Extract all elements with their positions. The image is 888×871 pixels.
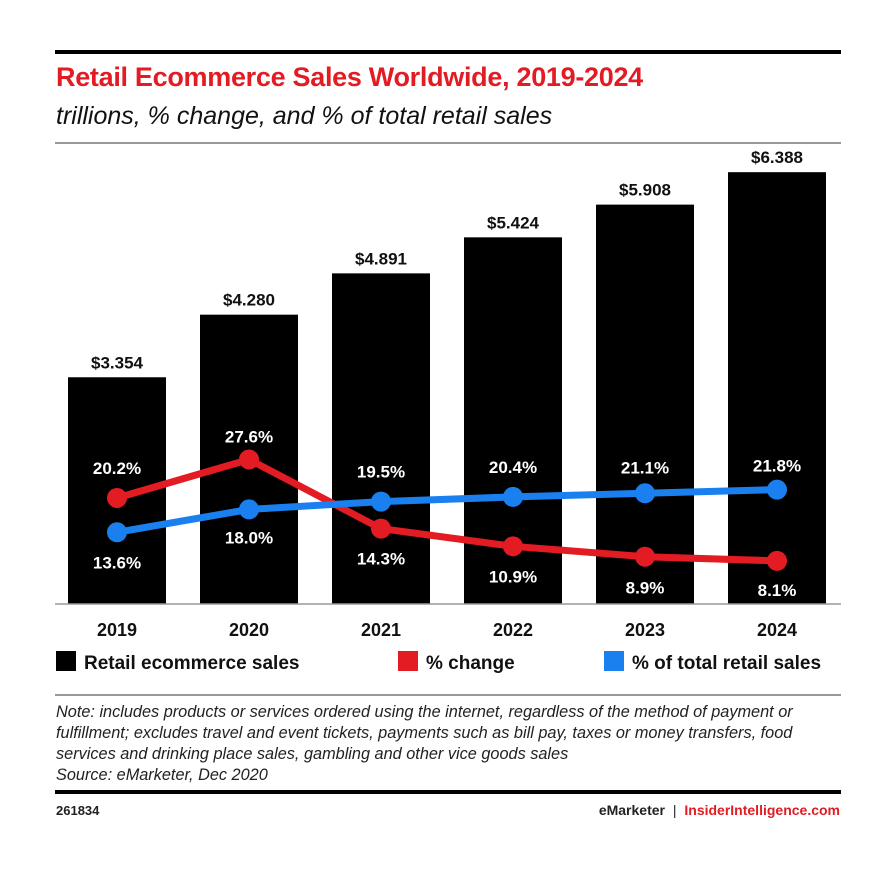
share-point [239,499,259,520]
footer-brand: eMarketer | InsiderIntelligence.com [599,802,840,818]
share-label: 20.4% [489,458,537,477]
footer-rule [55,790,841,794]
x-tick-label: 2020 [229,620,269,640]
change-point [107,487,127,508]
share-label: 19.5% [357,463,405,482]
change-point [371,518,391,539]
share-label: 21.1% [621,458,669,477]
x-tick-label: 2021 [361,620,401,640]
share-point [635,483,655,504]
share-point [371,491,391,512]
share-point [503,486,523,507]
note-block: Note: includes products or services orde… [56,702,846,786]
x-tick-label: 2022 [493,620,533,640]
bar-value-label: $4.280 [223,291,275,310]
share-label: 13.6% [93,553,141,572]
bar-value-label: $5.908 [619,181,671,200]
change-label: 8.1% [758,581,797,600]
change-line [116,455,778,565]
brand-insider-link[interactable]: InsiderIntelligence.com [684,802,840,818]
source-text: Source: eMarketer, Dec 2020 [56,766,268,784]
change-point [635,546,655,567]
share-line [116,486,778,536]
legend-label: % of total retail sales [632,653,821,674]
bar-2024 [728,172,826,604]
bar-value-label: $6.388 [751,148,803,167]
change-point [503,536,523,557]
legend-label: Retail ecommerce sales [84,653,299,674]
bar-value-label: $5.424 [487,213,540,232]
x-tick-label: 2024 [757,620,797,640]
legend-swatch [398,651,418,671]
bar-value-label: $3.354 [91,353,144,372]
chart-subtitle: trillions, % change, and % of total reta… [56,102,553,130]
x-tick-label: 2023 [625,620,665,640]
brand-separator: | [672,802,677,818]
legend-swatch [604,651,624,671]
legend-swatch [56,651,76,671]
change-label: 10.9% [489,567,537,586]
change-point [239,449,259,470]
share-label: 21.8% [753,457,801,476]
share-label: 18.0% [225,528,273,547]
x-tick-label: 2019 [97,620,137,640]
note-rule [55,694,841,696]
chart-title: Retail Ecommerce Sales Worldwide, 2019-2… [56,62,643,92]
chart-plot: $3.354 2019 $4.280 2020 $4.891 2021 $5.424 2022… [55,148,841,674]
chart-id: 261834 [56,803,100,818]
change-label: 8.9% [626,579,665,598]
share-point [767,479,787,500]
legend-label: % change [426,653,515,674]
subtitle-rule [55,142,841,144]
change-label: 27.6% [225,427,273,446]
change-label: 14.3% [357,550,405,569]
bar-value-label: $4.891 [355,249,407,268]
note-text: Note: includes products or services orde… [56,703,793,763]
top-rule [55,50,841,54]
bar-2023 [596,204,694,604]
bar-2021 [332,273,430,604]
share-point [107,522,127,543]
change-point [767,550,787,571]
change-label: 20.2% [93,459,141,478]
brand-emarketer: eMarketer [598,802,665,818]
